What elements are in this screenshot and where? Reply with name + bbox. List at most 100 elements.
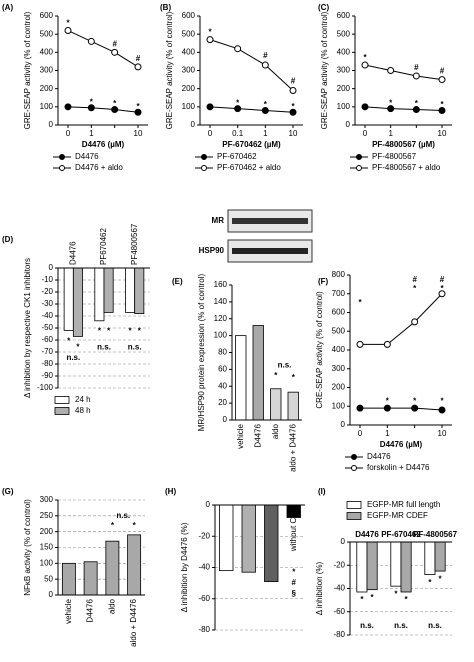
- annotation: n.s.: [66, 353, 80, 362]
- legend-marker: [356, 165, 362, 171]
- category-label: PF670462: [99, 228, 108, 265]
- y-tick-label: 500: [182, 29, 196, 38]
- legend-label: EGFP-MR full length: [367, 500, 440, 509]
- y-tick-label: 200: [332, 383, 346, 392]
- legend-swatch: [54, 407, 70, 415]
- bar: [125, 267, 136, 313]
- x-tick-label: 1: [388, 129, 393, 138]
- point: [361, 61, 369, 69]
- y-tick-label: -80: [333, 630, 345, 639]
- y-tick-label: 300: [337, 66, 351, 75]
- point: [289, 108, 297, 116]
- y-tick-label: -70: [41, 347, 53, 356]
- y-tick-label: 600: [332, 308, 346, 317]
- category-label: without CRs: [289, 508, 298, 552]
- point: [206, 36, 214, 44]
- legend-swatch: [346, 512, 362, 520]
- y-tick-label: 100: [337, 102, 351, 111]
- legend-label: PF-670462 + aldo: [217, 163, 281, 172]
- bar: [356, 541, 368, 593]
- y-tick-label: -80: [41, 359, 53, 368]
- point: [234, 105, 242, 113]
- x-tick-label: 10: [289, 129, 298, 138]
- category-label: vehicle: [236, 423, 245, 448]
- panel-label: (F): [318, 277, 329, 286]
- x-axis-label: D4476 (µM): [380, 440, 423, 449]
- y-tick-label: -40: [198, 563, 210, 572]
- annotation: #: [440, 275, 445, 284]
- point: [261, 106, 269, 114]
- point: [411, 318, 419, 326]
- annotation: *: [264, 100, 268, 109]
- category-label: D4476: [355, 530, 379, 539]
- annotation: *: [360, 595, 364, 604]
- x-tick-label: 10: [438, 429, 447, 438]
- bar: [103, 267, 114, 313]
- x-tick-label: 1: [89, 129, 94, 138]
- y-tick-label: 800: [332, 270, 346, 279]
- y-tick-label: 200: [40, 84, 54, 93]
- x-axis-label: D4476 (µM): [82, 140, 125, 149]
- y-tick-label: 80: [218, 348, 227, 357]
- annotation: n.s.: [97, 342, 111, 351]
- series-line: [360, 407, 443, 411]
- point: [111, 48, 119, 56]
- blot-band: [232, 218, 308, 224]
- y-tick-label: 300: [332, 364, 346, 373]
- x-axis-label: PF-670462 (µM): [222, 140, 281, 149]
- x-axis-label: PF-4800567 (µM): [372, 140, 435, 149]
- y-tick-label: 400: [332, 345, 346, 354]
- y-tick-label: 300: [40, 66, 54, 75]
- annotation: *: [386, 397, 390, 406]
- panel-label: (A): [2, 3, 13, 12]
- x-tick-label: 0: [363, 129, 368, 138]
- annotation: n.s.: [428, 621, 442, 630]
- bar: [94, 267, 105, 322]
- x-tick-label: 0: [66, 129, 71, 138]
- panel-label: (D): [2, 235, 13, 244]
- y-tick-label: 0: [49, 120, 54, 129]
- point: [356, 404, 364, 412]
- bar: [235, 335, 247, 421]
- point: [387, 67, 395, 74]
- y-axis-label: NFκB activity (% of control): [23, 499, 32, 596]
- y-tick-label: 0: [223, 415, 228, 424]
- y-tick-label: -50: [41, 323, 53, 332]
- y-tick-label: -10: [41, 275, 53, 284]
- annotation: #: [136, 54, 141, 63]
- annotation: §: [292, 589, 297, 598]
- annotation: *: [292, 567, 296, 576]
- legend-swatch: [346, 501, 362, 509]
- annotation: *: [291, 102, 295, 111]
- y-tick-label: 300: [182, 66, 196, 75]
- blot-label: HSP90: [199, 246, 225, 255]
- y-tick-label: 600: [40, 11, 54, 20]
- y-tick-label: 100: [40, 102, 54, 111]
- annotation: *: [413, 284, 417, 293]
- annotation: *: [428, 578, 432, 587]
- point: [387, 105, 395, 113]
- blot-label: MR: [212, 216, 225, 225]
- y-tick-label: 500: [40, 29, 54, 38]
- y-tick-label: -60: [41, 335, 53, 344]
- annotation: #: [440, 67, 445, 76]
- y-tick-label: 0: [191, 120, 196, 129]
- y-axis-label: Δ inhibition by D4476 (%): [180, 522, 189, 612]
- bar: [127, 534, 142, 596]
- bar: [83, 561, 98, 596]
- y-tick-label: -40: [333, 584, 345, 593]
- legend-label: PF-670462: [217, 152, 257, 161]
- y-tick-label: 200: [337, 84, 351, 93]
- category-label: PF-4800567: [413, 530, 458, 539]
- y-tick-label: 400: [337, 47, 351, 56]
- bar: [63, 267, 74, 331]
- point: [206, 103, 214, 111]
- series-line: [209, 106, 294, 113]
- panel-label: (I): [318, 487, 326, 496]
- y-tick-label: 200: [40, 527, 54, 536]
- y-tick-label: 0: [341, 537, 346, 546]
- bar: [219, 504, 234, 572]
- category-label: aldo: [107, 598, 116, 614]
- series-line: [364, 64, 443, 81]
- legend-label: 48 h: [75, 406, 91, 415]
